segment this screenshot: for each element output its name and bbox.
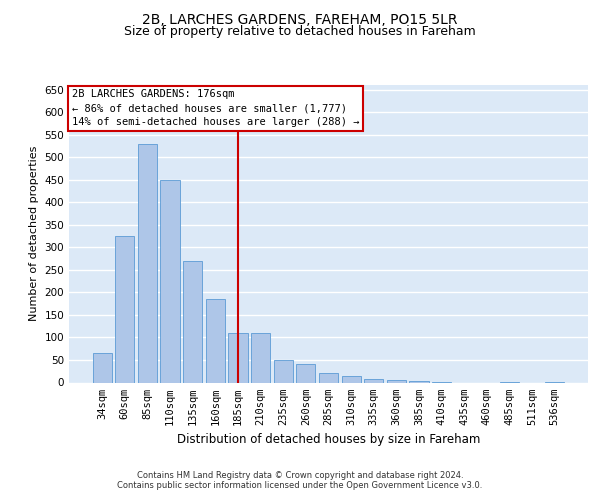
Bar [364,379,383,382]
Bar [251,333,270,382]
Text: 2B LARCHES GARDENS: 176sqm
← 86% of detached houses are smaller (1,777)
14% of s: 2B LARCHES GARDENS: 176sqm ← 86% of deta… [71,90,359,128]
Bar [296,364,316,382]
Text: Size of property relative to detached houses in Fareham: Size of property relative to detached ho… [124,25,476,38]
Bar [409,381,428,382]
Bar [387,380,406,382]
Bar [274,360,293,382]
Text: Contains HM Land Registry data © Crown copyright and database right 2024.
Contai: Contains HM Land Registry data © Crown c… [118,470,482,490]
Bar [229,333,248,382]
Bar [92,353,112,382]
Bar [183,261,202,382]
Bar [115,236,134,382]
Bar [341,376,361,382]
Bar [206,299,225,382]
Bar [138,144,157,382]
Bar [160,180,180,382]
Text: 2B, LARCHES GARDENS, FAREHAM, PO15 5LR: 2B, LARCHES GARDENS, FAREHAM, PO15 5LR [142,12,458,26]
Y-axis label: Number of detached properties: Number of detached properties [29,146,39,322]
Bar [319,374,338,382]
X-axis label: Distribution of detached houses by size in Fareham: Distribution of detached houses by size … [177,433,480,446]
